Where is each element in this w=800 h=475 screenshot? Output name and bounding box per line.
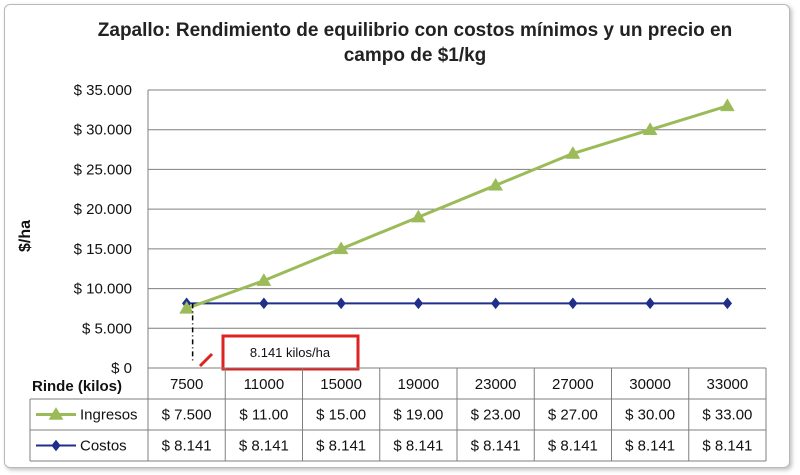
data-point-costos xyxy=(413,297,424,310)
data-label-ingresos: $ 7.500 xyxy=(162,407,212,424)
data-point-costos xyxy=(259,297,269,310)
data-label-ingresos: $ 33.00 xyxy=(702,407,752,424)
data-point-costos xyxy=(645,297,655,310)
legend-label-costos: Costos xyxy=(80,438,127,455)
legend-marker-ingresos xyxy=(48,407,64,420)
x-tick-label: 27000 xyxy=(552,376,594,393)
data-label-ingresos: $ 23.00 xyxy=(471,407,521,424)
data-label-costos: $ 8.141 xyxy=(393,438,443,455)
y-tick-label: $ 35.000 xyxy=(74,82,132,99)
x-tick-label: 15000 xyxy=(320,376,362,393)
x-tick-label: 7500 xyxy=(170,376,203,393)
y-tick-label: $ 25.000 xyxy=(74,161,132,178)
data-point-ingresos xyxy=(410,209,426,223)
data-label-costos: $ 8.141 xyxy=(702,438,752,455)
data-point-ingresos xyxy=(488,177,504,191)
y-tick-label: $ 5.000 xyxy=(82,320,132,337)
x-axis-label: Rinde (kilos) xyxy=(32,378,122,395)
annotation-pointer xyxy=(198,352,214,368)
data-label-ingresos: $ 27.00 xyxy=(548,407,598,424)
legend-marker-costos xyxy=(51,439,61,452)
y-tick-label: $ 30.000 xyxy=(74,122,132,139)
series-layer xyxy=(179,98,735,314)
y-axis-label: $/ha xyxy=(17,220,34,252)
chart-title: Zapallo: Rendimiento de equilibrio con c… xyxy=(97,20,733,66)
x-tick-label: 33000 xyxy=(707,376,749,393)
y-tick-label: $ 0 xyxy=(111,360,132,377)
data-table: Rinde (kilos) 7500 11000 15000 19000 23000 270… xyxy=(29,367,767,462)
chart-frame xyxy=(4,4,790,468)
data-point-costos xyxy=(490,297,501,310)
data-label-costos: $ 8.141 xyxy=(471,438,521,455)
data-point-ingresos xyxy=(333,241,349,255)
y-tick-label: $ 15.000 xyxy=(74,241,132,258)
series-line-ingresos xyxy=(186,104,728,310)
data-point-ingresos xyxy=(719,98,735,112)
annotation-text: 8.141 kilos/ha xyxy=(250,345,331,360)
x-tick-label: 23000 xyxy=(475,376,517,393)
annotation: 8.141 kilos/ha xyxy=(191,303,360,371)
data-label-ingresos: $ 19.00 xyxy=(393,407,443,424)
data-label-ingresos: $ 30.00 xyxy=(625,407,675,424)
data-point-ingresos xyxy=(179,300,195,314)
data-label-costos: $ 8.141 xyxy=(316,438,366,455)
data-label-ingresos: $ 15.00 xyxy=(316,407,366,424)
annotation-box xyxy=(221,334,360,371)
x-tick-label: 19000 xyxy=(398,376,440,393)
data-label-costos: $ 8.141 xyxy=(162,438,212,455)
y-tick-label: $ 20.000 xyxy=(74,201,132,218)
data-point-ingresos xyxy=(565,146,581,159)
data-point-ingresos xyxy=(642,122,658,135)
data-point-costos xyxy=(336,297,346,310)
data-point-ingresos xyxy=(256,273,272,286)
x-tick-label: 30000 xyxy=(629,376,671,393)
data-point-costos xyxy=(568,297,578,310)
x-tick-label: 11000 xyxy=(244,376,285,393)
data-label-ingresos: $ 11.00 xyxy=(239,407,288,424)
y-tick-label: $ 10.000 xyxy=(74,281,132,298)
data-label-costos: $ 8.141 xyxy=(548,438,598,455)
y-tick-labels: $ 35.000 $ 30.000 $ 25.000 $ 20.000 $ 15.000… xyxy=(74,82,132,377)
data-label-costos: $ 8.141 xyxy=(239,438,289,455)
data-label-costos: $ 8.141 xyxy=(625,438,675,455)
gridlines xyxy=(147,89,766,369)
data-point-costos xyxy=(722,297,733,310)
legend-label-ingresos: Ingresos xyxy=(80,407,138,424)
